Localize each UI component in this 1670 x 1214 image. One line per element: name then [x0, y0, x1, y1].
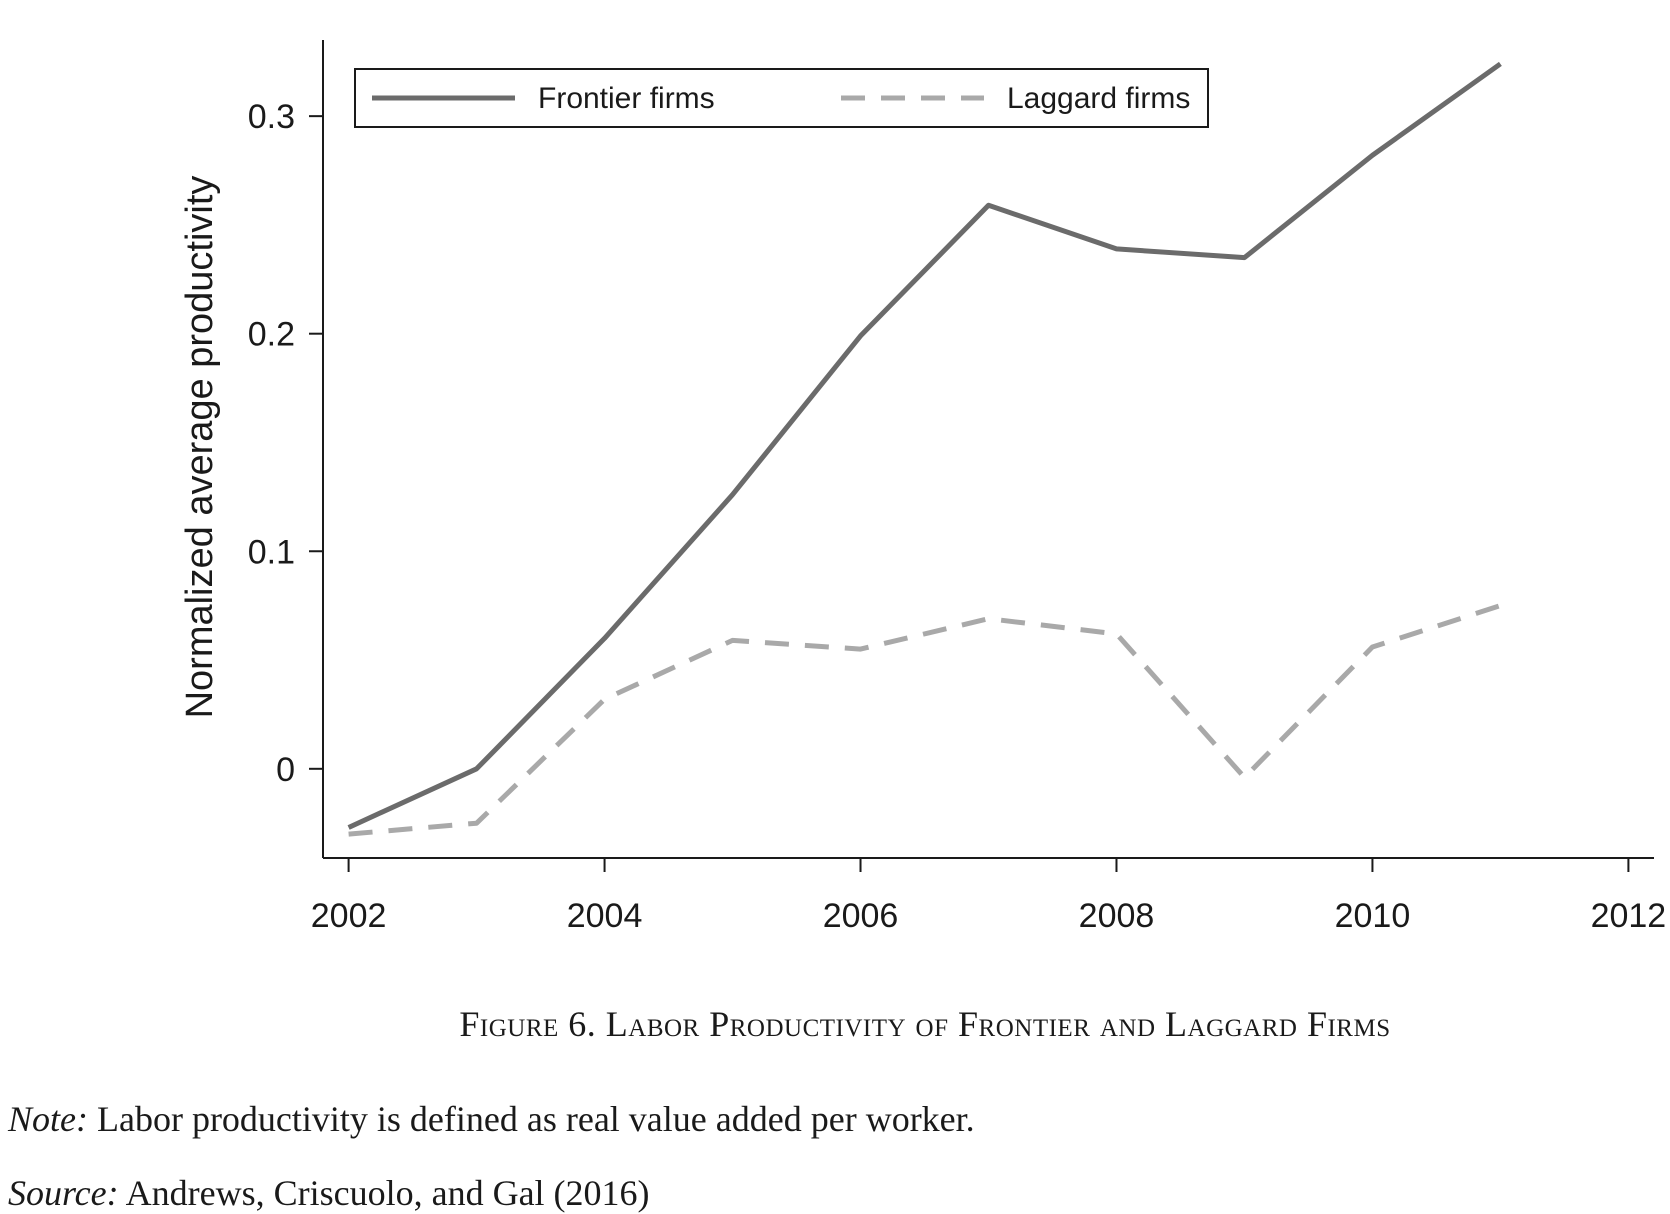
- y-tick-label: 0: [276, 751, 295, 789]
- legend-label-2: Laggard firms: [1007, 82, 1190, 115]
- source-text: Andrews, Criscuolo, and Gal (2016): [118, 1173, 650, 1213]
- chart-axes: 0 0.1 0.2 0.3 2002 2004 2006 2008 2010 2012: [248, 40, 1666, 935]
- y-tick-label: 0.3: [248, 98, 295, 136]
- figure-source: Source: Andrews, Criscuolo, and Gal (201…: [8, 1172, 650, 1214]
- x-tick-label: 2006: [823, 897, 899, 935]
- chart-series: [347, 61, 1502, 837]
- note-label: Note:: [8, 1099, 88, 1139]
- x-tick-label: 2012: [1591, 897, 1667, 935]
- legend-label-1: Frontier firms: [538, 82, 715, 115]
- y-axis-title: Normalized average productivity: [179, 176, 221, 719]
- chart-legend: Frontier firms Laggard firms: [354, 68, 1209, 128]
- series-line-2: [348, 603, 1502, 837]
- figure-caption: Figure 6. Labor Productivity of Frontier…: [459, 1004, 1391, 1044]
- x-tick-label: 2010: [1335, 897, 1411, 935]
- y-tick-label: 0.1: [248, 533, 295, 571]
- figure-note: Note: Labor productivity is defined as r…: [8, 1098, 975, 1140]
- note-text: Labor productivity is defined as real va…: [87, 1099, 975, 1139]
- line-chart: 0 0.1 0.2 0.3 2002 2004 2006 2008 2010 2012 Front…: [179, 40, 1666, 935]
- x-tick-label: 2002: [311, 897, 387, 935]
- x-tick-label: 2008: [1079, 897, 1155, 935]
- x-tick-label: 2004: [567, 897, 643, 935]
- y-tick-label: 0.2: [248, 316, 295, 354]
- source-label: Source:: [8, 1173, 119, 1213]
- series-line-1: [347, 61, 1502, 830]
